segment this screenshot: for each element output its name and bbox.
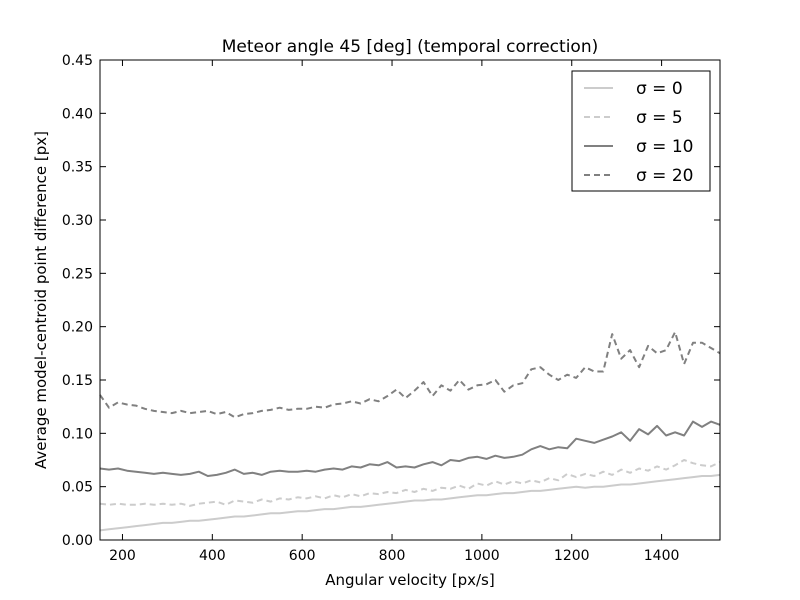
y-tick-label: 0.30 (62, 213, 93, 229)
x-tick-label: 1400 (644, 548, 680, 564)
y-axis: 0.00 0.05 0.10 0.15 0.20 0.25 0.30 0.35 0.40 0.45 (62, 53, 720, 549)
x-tick-label: 200 (109, 548, 136, 564)
chart-title: Meteor angle 45 [deg] (temporal correcti… (222, 37, 598, 57)
y-axis-label: Average model-centroid point difference … (32, 131, 50, 469)
y-tick-label: 0.35 (62, 160, 93, 176)
legend-box (571, 70, 711, 192)
y-tick-label: 0.20 (62, 320, 93, 336)
x-tick-label: 1000 (464, 548, 500, 564)
series-line-2 (99, 459, 721, 507)
series-group (99, 331, 721, 532)
legend-label-3: σ = 10 (636, 137, 693, 157)
x-tick-label: 600 (289, 548, 316, 564)
x-tick-label: 800 (379, 548, 406, 564)
legend-label-1: σ = 0 (636, 79, 683, 99)
y-tick-label: 0.40 (62, 106, 93, 122)
legend-label-2: σ = 5 (636, 108, 683, 128)
series-line-1 (99, 473, 721, 532)
legend: σ = 0 σ = 5 σ = 10 σ = 20 (571, 70, 711, 192)
y-tick-label: 0.15 (62, 373, 93, 389)
x-axis: 200 400 600 800 1000 1200 1400 (109, 60, 679, 564)
x-axis-label: Angular velocity [px/s] (325, 571, 494, 589)
x-tick-label: 1200 (554, 548, 590, 564)
series-line-4 (99, 331, 721, 419)
y-tick-label: 0.45 (62, 53, 93, 69)
y-tick-label: 0.05 (62, 480, 93, 496)
y-tick-label: 0.25 (62, 266, 93, 282)
legend-label-4: σ = 20 (636, 166, 693, 186)
x-tick-label: 400 (199, 548, 226, 564)
y-tick-label: 0.10 (62, 426, 93, 442)
series-line-3 (99, 420, 721, 477)
y-tick-label: 0.00 (62, 533, 93, 549)
plot-frame (99, 59, 721, 541)
